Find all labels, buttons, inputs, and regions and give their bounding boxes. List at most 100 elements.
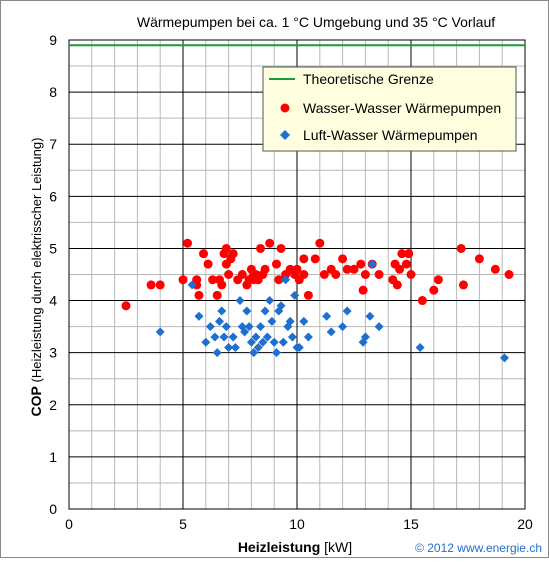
data-point-luft bbox=[230, 342, 240, 352]
y-tick-label: 2 bbox=[49, 397, 57, 413]
data-point-wasser bbox=[406, 270, 416, 279]
data-point-luft bbox=[260, 306, 270, 316]
data-point-wasser bbox=[265, 238, 275, 248]
y-tick-label: 8 bbox=[49, 84, 57, 100]
data-point-wasser bbox=[256, 243, 266, 253]
data-point-luft bbox=[360, 332, 370, 342]
data-point-wasser bbox=[146, 280, 156, 290]
y-axis-label-description: (Heizleistung durch elektrisscher Leistu… bbox=[29, 138, 44, 387]
x-tick-label: 20 bbox=[517, 516, 533, 532]
data-point-wasser bbox=[310, 254, 320, 264]
data-point-wasser bbox=[429, 285, 439, 295]
data-point-wasser bbox=[212, 290, 222, 300]
data-point-wasser bbox=[338, 254, 348, 264]
data-point-luft bbox=[367, 259, 377, 269]
copyright-footer: © 2012 www.energie.ch bbox=[415, 541, 542, 555]
data-point-luft bbox=[256, 322, 266, 332]
data-point-luft bbox=[214, 316, 224, 326]
data-point-wasser bbox=[356, 259, 366, 269]
y-tick-label: 9 bbox=[49, 32, 57, 48]
x-tick-labels: 0 5 10 15 20 bbox=[65, 516, 533, 532]
data-point-luft bbox=[201, 337, 211, 347]
x-tick-label: 5 bbox=[179, 516, 187, 532]
data-point-wasser bbox=[121, 301, 131, 311]
data-point-luft bbox=[415, 342, 425, 352]
data-point-wasser bbox=[199, 249, 209, 259]
data-point-wasser bbox=[504, 270, 514, 279]
data-point-wasser bbox=[224, 270, 234, 279]
legend-marker-luft bbox=[280, 130, 290, 140]
data-point-luft bbox=[224, 342, 234, 352]
data-point-wasser bbox=[276, 243, 286, 253]
data-point-wasser bbox=[194, 290, 204, 300]
x-tick-label: 10 bbox=[289, 516, 305, 532]
data-point-wasser bbox=[237, 270, 247, 279]
legend: Theoretische Grenze Wasser-Wasser Wärmep… bbox=[262, 66, 517, 152]
data-point-luft bbox=[303, 332, 313, 342]
data-point-wasser bbox=[474, 254, 484, 264]
x-axis-label-unit: [kW] bbox=[320, 539, 352, 555]
data-point-luft bbox=[338, 322, 348, 332]
data-point-luft bbox=[242, 306, 252, 316]
data-point-wasser bbox=[392, 280, 402, 290]
data-point-wasser bbox=[331, 270, 341, 279]
data-point-wasser bbox=[178, 275, 188, 285]
data-point-wasser bbox=[374, 270, 384, 279]
data-point-luft bbox=[290, 290, 300, 300]
data-point-wasser bbox=[315, 238, 325, 248]
data-point-wasser bbox=[155, 280, 165, 290]
data-point-luft bbox=[221, 322, 231, 332]
data-point-luft bbox=[281, 275, 291, 285]
data-point-wasser bbox=[395, 264, 405, 274]
data-point-wasser bbox=[342, 264, 352, 274]
data-point-wasser bbox=[349, 264, 359, 274]
data-point-luft bbox=[249, 348, 259, 358]
data-point-luft bbox=[251, 332, 261, 342]
data-point-wasser bbox=[299, 270, 309, 279]
data-point-wasser bbox=[319, 270, 329, 279]
y-tick-label: 3 bbox=[49, 345, 57, 361]
data-point-luft bbox=[262, 332, 272, 342]
x-tick-label: 0 bbox=[65, 516, 73, 532]
data-point-wasser bbox=[417, 296, 427, 306]
data-point-luft bbox=[258, 337, 268, 347]
data-point-wasser bbox=[221, 243, 231, 253]
data-point-wasser bbox=[401, 259, 411, 269]
data-point-luft bbox=[240, 327, 250, 337]
data-point-luft bbox=[299, 316, 309, 326]
data-point-luft bbox=[276, 301, 286, 311]
data-point-luft bbox=[187, 280, 197, 290]
data-point-wasser bbox=[260, 264, 270, 274]
legend-marker-wasser bbox=[280, 103, 290, 113]
data-point-wasser bbox=[228, 249, 238, 259]
legend-label-wasser: Wasser-Wasser Wärmepumpen bbox=[303, 100, 501, 116]
data-point-wasser bbox=[433, 275, 443, 285]
data-point-luft bbox=[374, 322, 384, 332]
data-point-luft bbox=[269, 337, 279, 347]
data-point-wasser bbox=[299, 254, 309, 264]
data-point-luft bbox=[217, 306, 227, 316]
data-point-luft bbox=[228, 332, 238, 342]
data-points bbox=[121, 238, 514, 363]
data-point-luft bbox=[219, 332, 229, 342]
data-point-wasser bbox=[456, 243, 466, 253]
x-tick-label: 15 bbox=[403, 516, 419, 532]
data-point-luft bbox=[253, 342, 263, 352]
data-point-wasser bbox=[292, 264, 302, 274]
data-point-wasser bbox=[404, 249, 414, 259]
data-point-wasser bbox=[274, 275, 284, 285]
plot-area bbox=[68, 39, 526, 510]
data-point-luft bbox=[212, 348, 222, 358]
data-point-luft bbox=[194, 311, 204, 321]
data-point-luft bbox=[244, 322, 254, 332]
data-point-luft bbox=[287, 332, 297, 342]
data-point-wasser bbox=[271, 259, 281, 269]
data-point-luft bbox=[342, 306, 352, 316]
y-axis-label-name: COP bbox=[28, 386, 44, 416]
data-point-wasser bbox=[490, 264, 500, 274]
data-point-luft bbox=[267, 316, 277, 326]
data-point-luft bbox=[294, 342, 304, 352]
data-point-wasser bbox=[303, 290, 313, 300]
legend-label-luft: Luft-Wasser Wärmepumpen bbox=[303, 127, 478, 143]
